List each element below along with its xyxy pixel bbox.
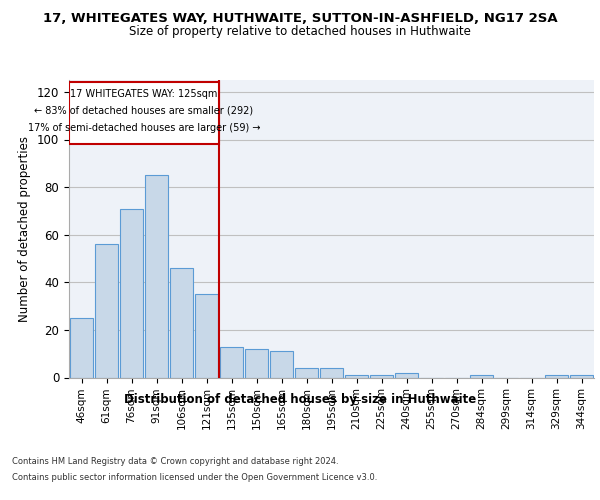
FancyBboxPatch shape [69,82,219,144]
Bar [269,352,293,378]
Bar [470,375,493,378]
Text: Contains HM Land Registry data © Crown copyright and database right 2024.: Contains HM Land Registry data © Crown c… [12,458,338,466]
Bar [370,375,394,378]
Text: 17, WHITEGATES WAY, HUTHWAITE, SUTTON-IN-ASHFIELD, NG17 2SA: 17, WHITEGATES WAY, HUTHWAITE, SUTTON-IN… [43,12,557,26]
Text: 17% of semi-detached houses are larger (59) →: 17% of semi-detached houses are larger (… [28,122,260,132]
Bar [70,318,94,378]
Bar [344,375,368,378]
Bar [145,175,169,378]
Text: ← 83% of detached houses are smaller (292): ← 83% of detached houses are smaller (29… [34,106,254,116]
Bar [545,375,568,378]
Y-axis label: Number of detached properties: Number of detached properties [19,136,31,322]
Text: Size of property relative to detached houses in Huthwaite: Size of property relative to detached ho… [129,25,471,38]
Text: Contains public sector information licensed under the Open Government Licence v3: Contains public sector information licen… [12,472,377,482]
Bar [245,349,268,378]
Text: 17 WHITEGATES WAY: 125sqm: 17 WHITEGATES WAY: 125sqm [70,90,218,100]
Bar [194,294,218,378]
Bar [569,375,593,378]
Bar [395,372,418,378]
Bar [170,268,193,378]
Bar [320,368,343,378]
Bar [220,346,244,378]
Bar [95,244,118,378]
Bar [119,208,143,378]
Text: Distribution of detached houses by size in Huthwaite: Distribution of detached houses by size … [124,392,476,406]
Bar [295,368,319,378]
